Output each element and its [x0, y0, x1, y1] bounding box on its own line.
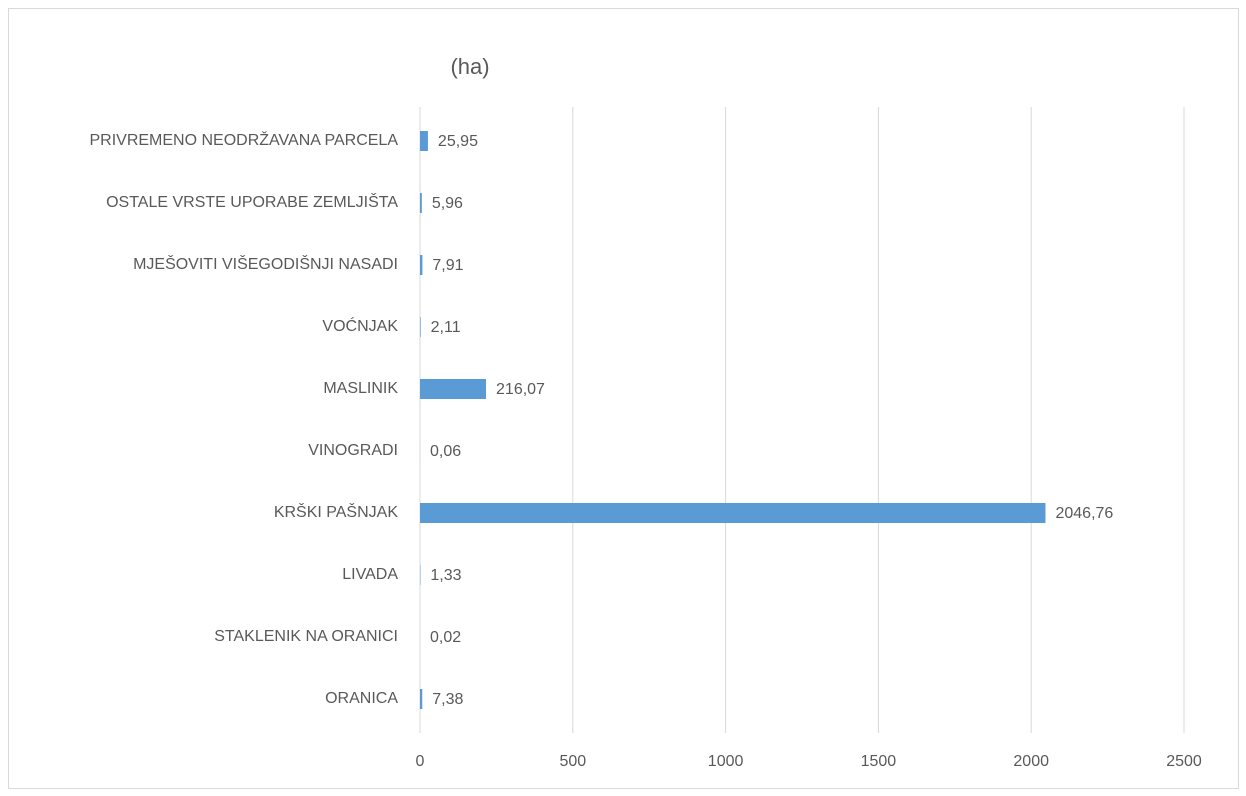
data-label: 5,96	[432, 195, 463, 212]
data-label: 0,02	[430, 629, 461, 646]
y-tick-label: VINOGRADI	[308, 442, 398, 459]
data-label: 2,11	[431, 319, 461, 336]
data-label: 216,07	[496, 381, 545, 398]
x-tick-label: 1500	[861, 753, 897, 770]
data-label: 0,06	[430, 443, 461, 460]
data-label: 7,38	[432, 691, 463, 708]
data-label: 1,33	[430, 567, 461, 584]
x-tick-label: 0	[416, 753, 425, 770]
y-tick-label: KRŠKI PAŠNJAK	[274, 502, 399, 521]
y-tick-label: LIVADA	[342, 566, 398, 583]
y-tick-label: MASLINIK	[323, 380, 398, 397]
y-tick-label: PRIVREMENO NEODRŽAVANA PARCELA	[89, 130, 398, 149]
bar	[420, 689, 423, 709]
x-tick-label: 2500	[1166, 753, 1202, 770]
bar	[420, 317, 421, 337]
chart-frame	[8, 8, 1239, 789]
chart-title: (ha)	[450, 54, 489, 79]
bar	[420, 503, 1046, 523]
y-tick-label: MJEŠOVITI VIŠEGODIŠNJI NASADI	[133, 254, 398, 273]
y-tick-label: ORANICA	[325, 690, 398, 707]
y-tick-label: STAKLENIK NA ORANICI	[214, 628, 398, 645]
y-tick-label: VOĆNJAK	[322, 316, 398, 335]
data-label: 2046,76	[1055, 505, 1113, 522]
data-label: 7,91	[432, 257, 463, 274]
bar	[420, 131, 428, 151]
bar	[420, 379, 487, 399]
x-tick-label: 2000	[1013, 753, 1049, 770]
bar	[420, 255, 423, 275]
bar	[420, 193, 422, 213]
x-tick-label: 1000	[708, 753, 744, 770]
data-label: 25,95	[438, 133, 478, 150]
x-tick-label: 500	[559, 753, 586, 770]
y-tick-label: OSTALE VRSTE UPORABE ZEMLJIŠTA	[106, 192, 398, 211]
